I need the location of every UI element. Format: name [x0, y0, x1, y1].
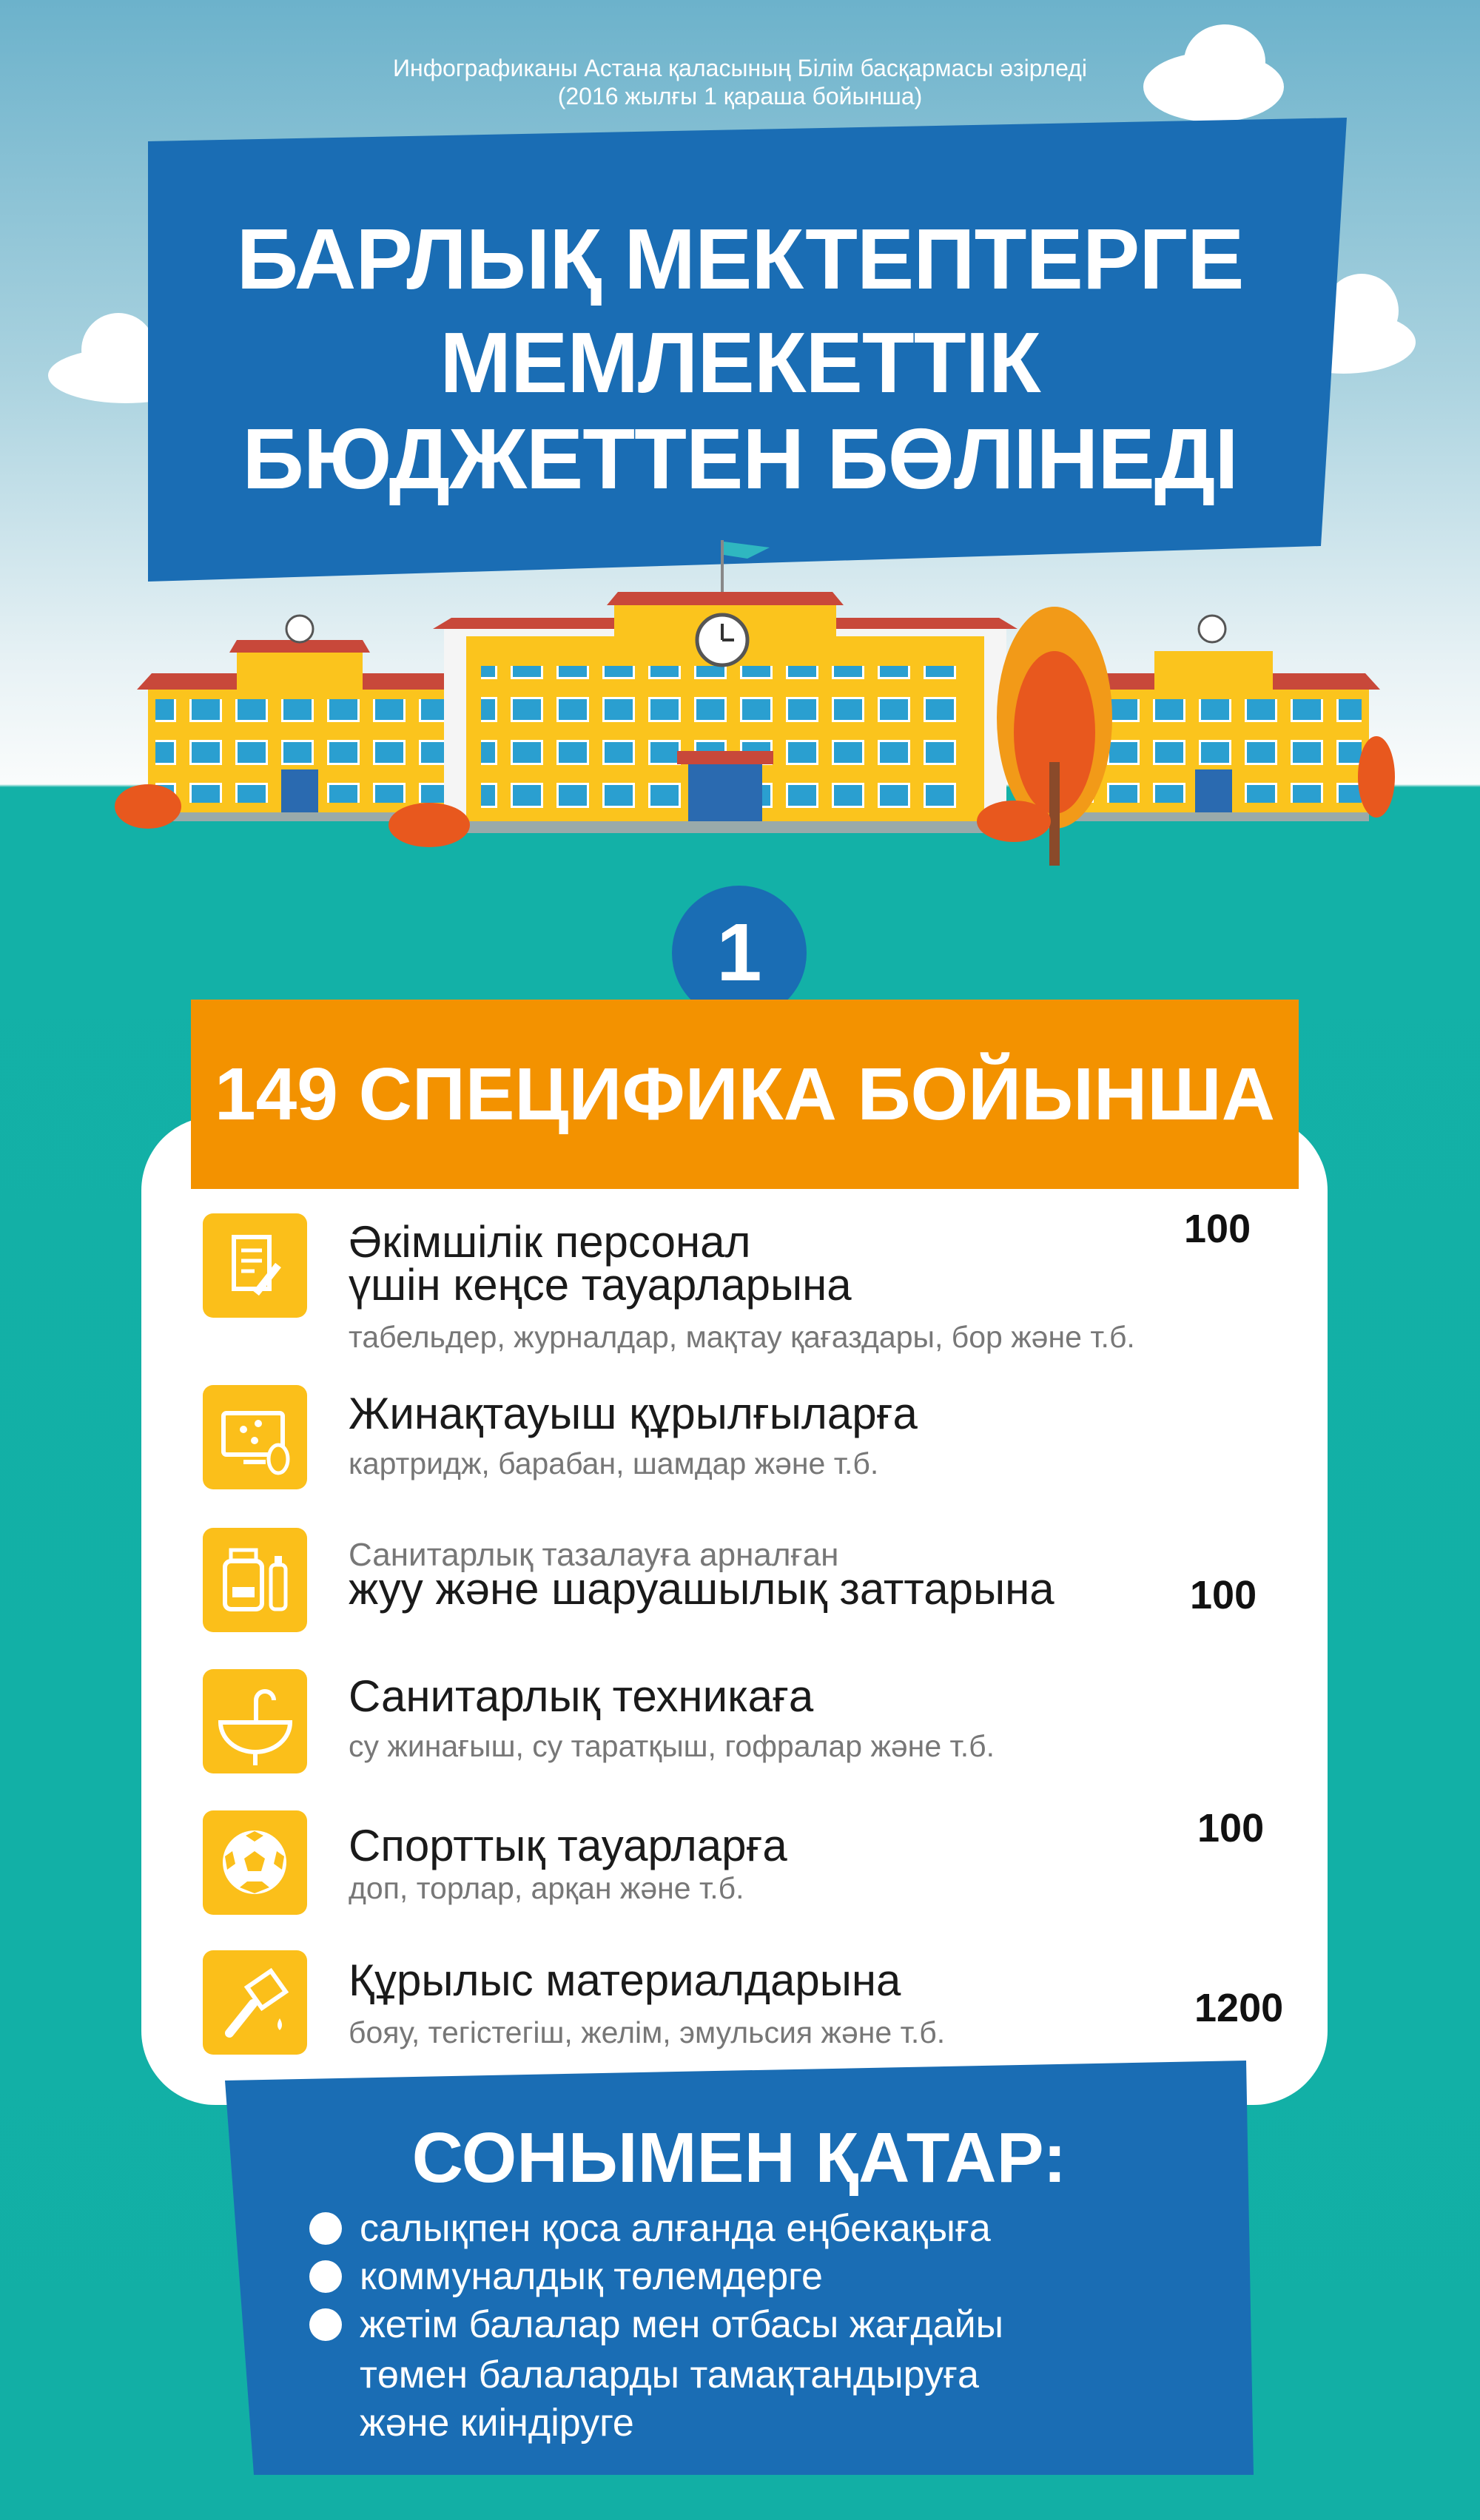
item-title: Спорттық тауарларға [349, 1821, 787, 1870]
item-title: Санитарлық техникаға [349, 1671, 814, 1721]
item-pretitle: Санитарлық тазалауға арналған [349, 1537, 839, 1573]
item-title: Жинақтауыш құрылғыларға [349, 1389, 918, 1438]
item-value: 100 [1190, 1573, 1257, 1617]
item-subtitle: бояу, тегістегіш, желім, эмульсия және т… [349, 2015, 946, 2049]
paint-brush-icon [203, 1950, 307, 2055]
also-heading: СОНЫМЕН ҚАТАР: [411, 2118, 1067, 2197]
item-subtitle: су жинағыш, су таратқыш, гофралар және т… [349, 1729, 995, 1763]
sink-faucet-icon [203, 1669, 307, 1773]
computer-mouse-icon [203, 1385, 307, 1489]
school-left [137, 614, 470, 821]
bullet-icon [309, 2260, 342, 2293]
bullet-text: және киіндіруге [360, 2402, 634, 2445]
document-pencil-icon [203, 1213, 307, 1318]
bullet-text: жетім балалар мен отбасы жағдайы [360, 2303, 1004, 2346]
bullet-text: төмен балаларды тамақтандыруға [360, 2354, 979, 2396]
item-title: жуу және шаруашылық заттарына [349, 1564, 1054, 1614]
item-title: Құрылыс материалдарына [349, 1955, 901, 2005]
page-title-line-3: БЮДЖЕТТЕН БӨЛІНЕДІ [242, 411, 1238, 507]
item-subtitle: картридж, барабан, шамдар және т.б. [349, 1446, 879, 1480]
bullet-text: салықпен қоса алғанда еңбекақыға [360, 2207, 991, 2250]
bullet-icon [309, 2308, 342, 2341]
section-number-badge: 1 [672, 886, 807, 1020]
school-right [1062, 614, 1380, 821]
item-title: Әкімшілік персонал [349, 1217, 751, 1267]
also-banner [225, 2061, 1254, 2475]
item-value: 100 [1197, 1806, 1265, 1850]
title-banner [148, 118, 1347, 582]
cleaning-bottles-icon [203, 1528, 307, 1632]
schools-illustration [115, 540, 1395, 866]
soccer-ball-icon [203, 1810, 307, 1915]
item-title: үшін кеңсе тауарларына [349, 1260, 852, 1310]
credit-line: Инфографиканы Астана қаласының Білім бас… [393, 55, 1087, 81]
item-value: 100 [1184, 1207, 1251, 1251]
items-card [141, 1116, 1328, 2105]
school-main [433, 540, 1018, 833]
item-subtitle: доп, торлар, арқан және т.б. [349, 1871, 744, 1905]
page-title-line-1: БАРЛЫҚ МЕКТЕПТЕРГЕ [236, 211, 1245, 307]
bullet-text: коммуналдық төлемдерге [360, 2255, 823, 2298]
page-title-line-2: МЕМЛЕКЕТТІК [440, 314, 1040, 411]
credit-date: (2016 жылғы 1 қараша бойынша) [557, 83, 923, 110]
item-value: 1200 [1194, 1986, 1284, 2030]
bullet-icon [309, 2212, 342, 2245]
section-heading: 149 СПЕЦИФИКА БОЙЫНША [191, 1000, 1299, 1189]
item-subtitle: табельдер, журналдар, мақтау қағаздары, … [349, 1320, 1135, 1354]
